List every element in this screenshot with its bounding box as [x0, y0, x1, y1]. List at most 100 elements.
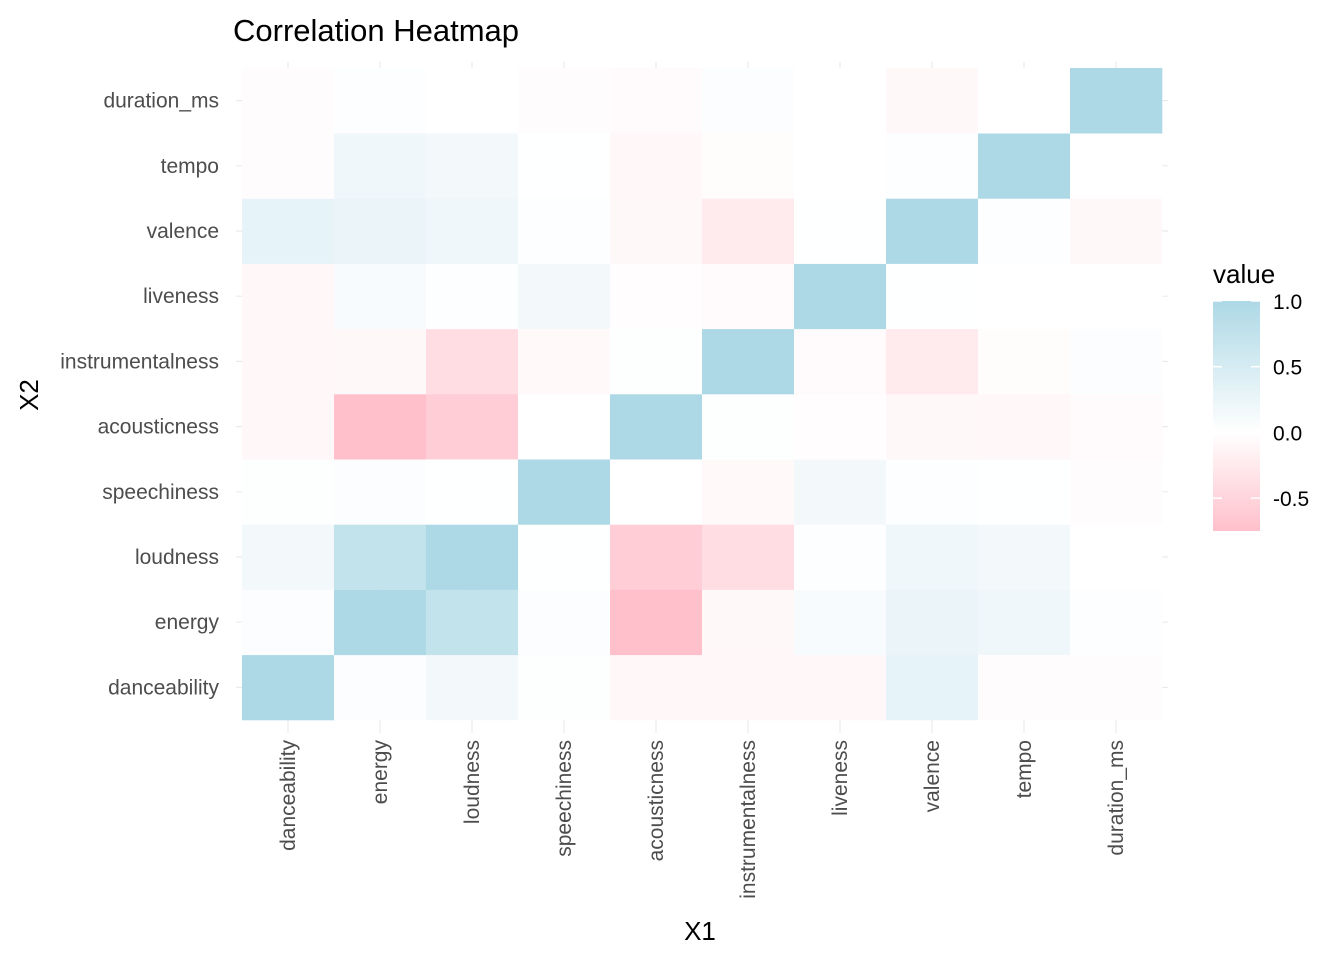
heatmap-cell-loudness-instrumentalness [426, 328, 519, 395]
heatmap-cell-acousticness-instrumentalness [610, 328, 703, 395]
heatmap-cell-danceability-loudness [242, 524, 335, 590]
heatmap-cell-loudness-duration_ms [426, 68, 519, 134]
heatmap-cell-tempo-valence [978, 198, 1071, 264]
heatmap-cell-danceability-danceability [242, 654, 335, 721]
x-axis-title: X1 [684, 916, 716, 946]
y-tick-label: instrumentalness [60, 350, 219, 373]
heatmap-cell-loudness-acousticness [426, 394, 519, 460]
legend-title: value [1213, 259, 1275, 289]
heatmap-cell-acousticness-duration_ms [610, 68, 703, 134]
heatmap-cell-duration_ms-duration_ms [1070, 68, 1163, 134]
heatmap-cell-energy-tempo [334, 133, 427, 199]
heatmap-cell-speechiness-liveness [518, 263, 611, 330]
heatmap-cell-tempo-tempo [978, 133, 1071, 199]
heatmap-cell-liveness-tempo [794, 133, 887, 199]
heatmap-cell-instrumentalness-speechiness [702, 459, 795, 525]
y-tick-label: tempo [161, 155, 219, 178]
heatmap-cell-tempo-energy [978, 589, 1071, 656]
y-tick-label: valence [147, 220, 219, 243]
legend-tick-label: -0.5 [1273, 488, 1309, 511]
heatmap-cell-liveness-valence [794, 198, 887, 264]
y-tick-label: energy [155, 611, 220, 634]
heatmap-cell-speechiness-duration_ms [518, 68, 611, 134]
color-legend: value 1.0 0.5 0.0 -0.5 [1213, 259, 1309, 531]
x-tick-label: acousticness [645, 740, 668, 861]
heatmap-cell-energy-speechiness [334, 459, 427, 525]
heatmap-cell-instrumentalness-acousticness [702, 394, 795, 460]
heatmap-cell-danceability-instrumentalness [242, 328, 335, 395]
heatmap-cell-valence-instrumentalness [886, 328, 979, 395]
heatmap-cell-energy-acousticness [334, 394, 427, 460]
heatmap-cell-danceability-speechiness [242, 459, 335, 525]
heatmap-cell-energy-valence [334, 198, 427, 264]
heatmap-cell-instrumentalness-energy [702, 589, 795, 656]
heatmap-cell-speechiness-instrumentalness [518, 328, 611, 395]
x-tick-label: tempo [1013, 740, 1036, 798]
y-tick-label: speechiness [102, 481, 219, 504]
heatmap-cell-danceability-acousticness [242, 394, 335, 460]
heatmap-cell-energy-loudness [334, 524, 427, 590]
x-tick-label: duration_ms [1105, 740, 1128, 856]
y-tick-label: acousticness [98, 416, 219, 439]
x-tick-label: speechiness [553, 740, 576, 857]
legend-tick-label: 1.0 [1273, 291, 1302, 314]
y-axis-title: X2 [14, 379, 44, 411]
heatmap-cell-speechiness-speechiness [518, 459, 611, 525]
heatmap-cell-tempo-loudness [978, 524, 1071, 590]
heatmap-cell-tempo-instrumentalness [978, 328, 1071, 395]
y-tick-label: danceability [108, 676, 219, 699]
x-tick-label: danceability [277, 740, 300, 851]
heatmap-cell-loudness-danceability [426, 654, 519, 721]
heatmap-cell-energy-energy [334, 589, 427, 656]
heatmap-cell-speechiness-acousticness [518, 394, 611, 460]
heatmap-cell-duration_ms-instrumentalness [1070, 328, 1163, 395]
heatmap-cell-speechiness-energy [518, 589, 611, 656]
legend-color-bar [1213, 301, 1260, 531]
heatmap-cell-liveness-speechiness [794, 459, 887, 525]
heatmap-cell-loudness-liveness [426, 263, 519, 330]
x-tick-label: loudness [461, 740, 484, 824]
heatmap-cell-valence-tempo [886, 133, 979, 199]
heatmap-cell-duration_ms-loudness [1070, 524, 1163, 590]
heatmap-cell-danceability-duration_ms [242, 68, 335, 134]
heatmap-cell-duration_ms-acousticness [1070, 394, 1163, 460]
heatmap-cell-danceability-tempo [242, 133, 335, 199]
heatmap-cell-valence-liveness [886, 263, 979, 330]
heatmap-cell-liveness-loudness [794, 524, 887, 590]
heatmap-cell-valence-duration_ms [886, 68, 979, 134]
x-tick-label: energy [369, 740, 392, 805]
x-tick-labels: danceability energy loudness speechiness aco… [277, 740, 1128, 899]
legend-tick-labels: 1.0 0.5 0.0 -0.5 [1213, 291, 1309, 511]
heatmap-cell-acousticness-tempo [610, 133, 703, 199]
heatmap-cell-energy-liveness [334, 263, 427, 330]
heatmap-cell-loudness-valence [426, 198, 519, 264]
heatmap-cell-valence-acousticness [886, 394, 979, 460]
heatmap-cell-speechiness-danceability [518, 654, 611, 721]
legend-tick-label: 0.5 [1273, 357, 1302, 380]
y-tick-label: liveness [143, 285, 219, 308]
chart-title: Correlation Heatmap [233, 13, 519, 48]
heatmap-cell-speechiness-tempo [518, 133, 611, 199]
heatmap-cell-liveness-energy [794, 589, 887, 656]
y-tick-label: duration_ms [103, 90, 219, 113]
heatmap-cell-instrumentalness-liveness [702, 263, 795, 330]
heatmap-cell-valence-loudness [886, 524, 979, 590]
heatmap-cell-duration_ms-speechiness [1070, 459, 1163, 525]
heatmap-cell-valence-energy [886, 589, 979, 656]
heatmap-cell-tempo-acousticness [978, 394, 1071, 460]
heatmap-cell-instrumentalness-tempo [702, 133, 795, 199]
heatmap-cell-instrumentalness-instrumentalness [702, 328, 795, 395]
heatmap-cell-instrumentalness-duration_ms [702, 68, 795, 134]
heatmap-cell-loudness-energy [426, 589, 519, 656]
legend-tick-label: 0.0 [1273, 422, 1302, 445]
heatmap-cell-valence-danceability [886, 654, 979, 721]
heatmap-cell-duration_ms-danceability [1070, 654, 1163, 721]
heatmap-cell-duration_ms-tempo [1070, 133, 1163, 199]
heatmap-cell-speechiness-valence [518, 198, 611, 264]
heatmap-cell-acousticness-danceability [610, 654, 703, 721]
heatmap-cell-acousticness-loudness [610, 524, 703, 590]
x-tick-label: liveness [829, 740, 852, 816]
heatmap-cell-loudness-loudness [426, 524, 519, 590]
